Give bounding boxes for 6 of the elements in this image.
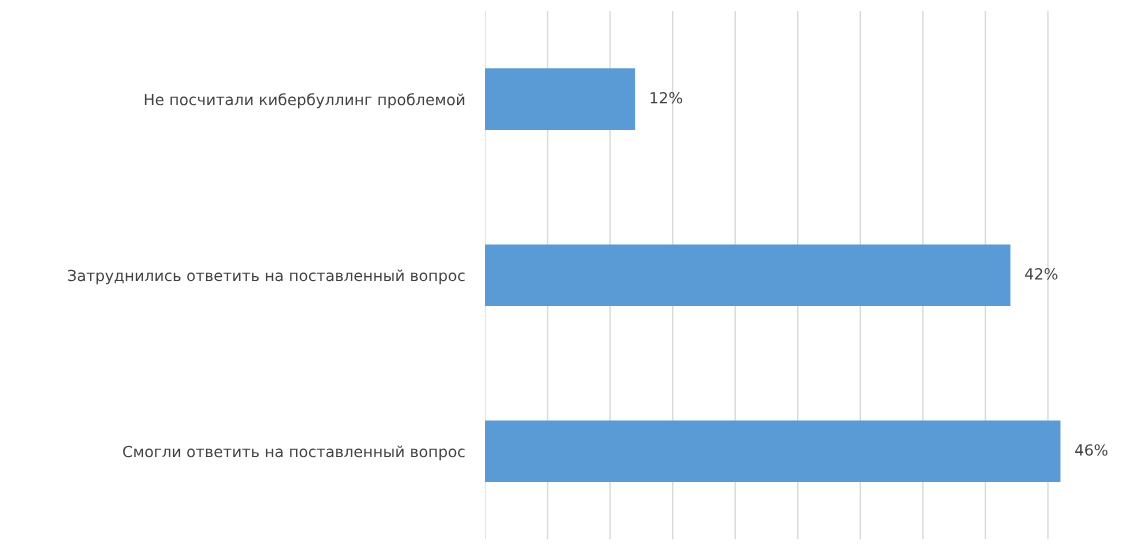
y-tick-label: Не посчитали кибербуллинг проблемой (144, 93, 465, 109)
y-tick-label: Смогли ответить на поставленный вопрос (123, 445, 465, 461)
data-label: 12% (650, 92, 683, 104)
data-label: 46% (1075, 444, 1108, 456)
data-label: 42% (1025, 268, 1058, 280)
y-tick-label: Затруднились ответить на поставленный вопрос (68, 269, 465, 285)
